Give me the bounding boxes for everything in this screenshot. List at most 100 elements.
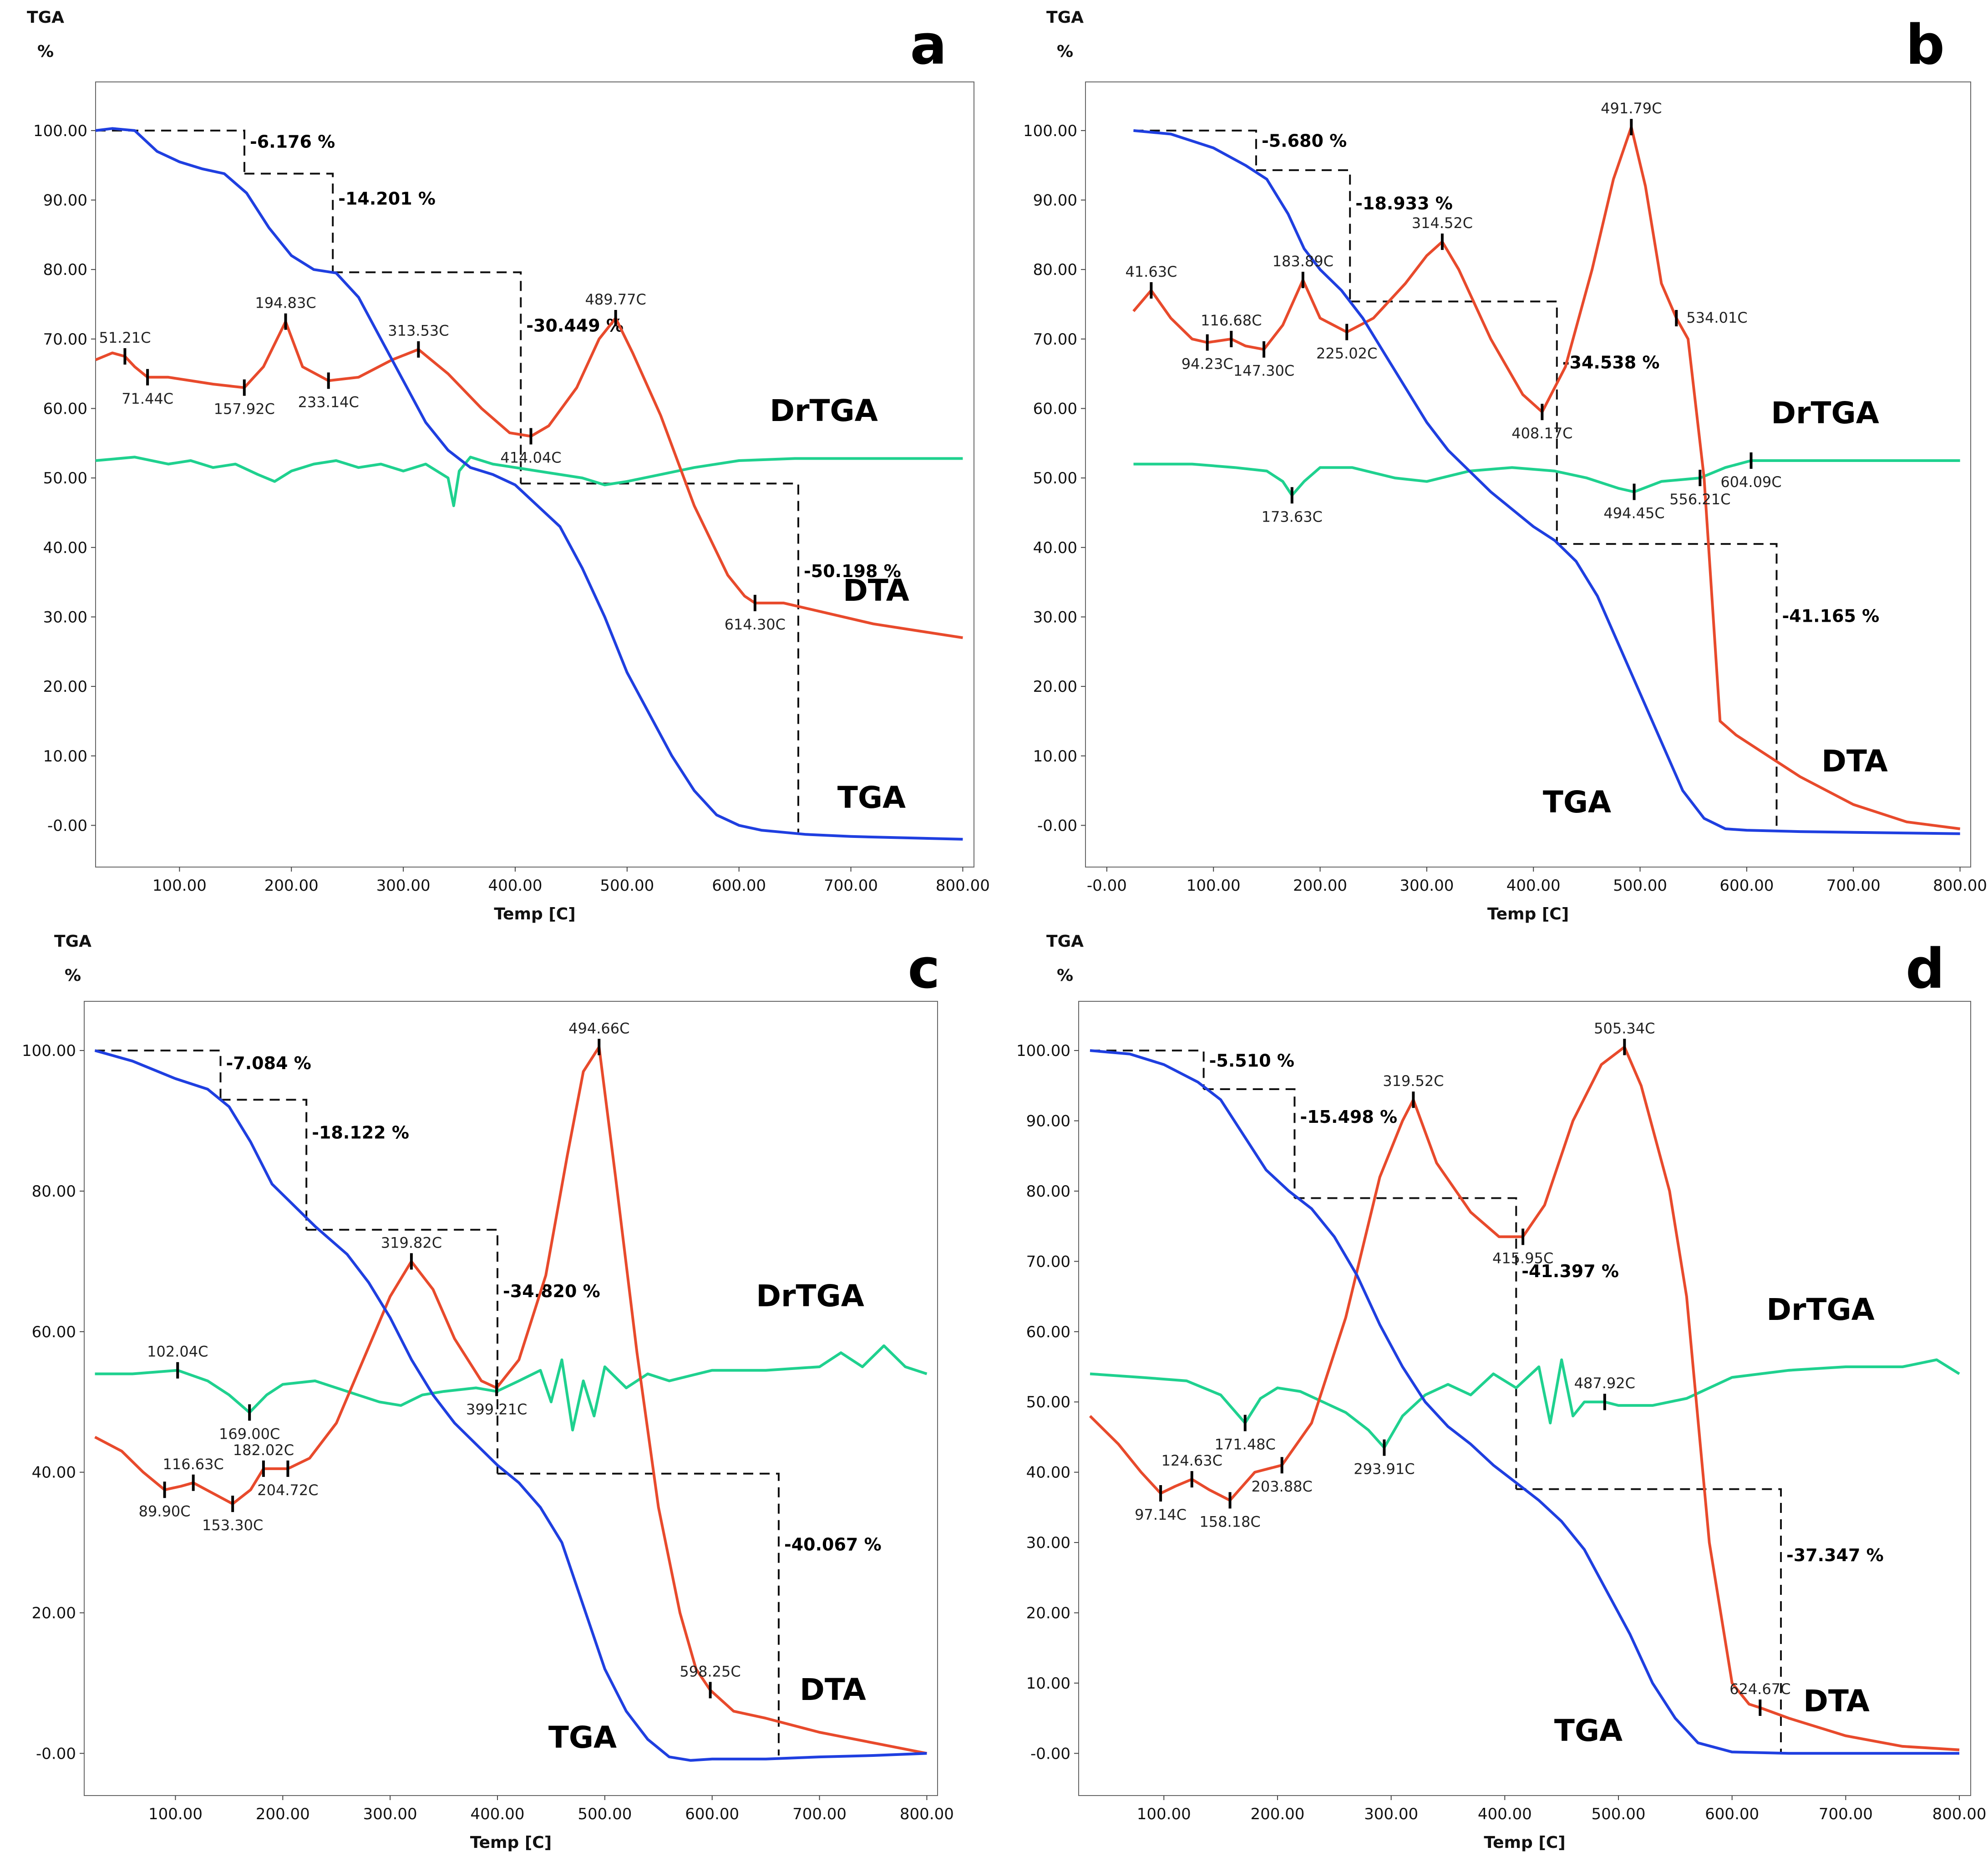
- peak-label: 194.83C: [255, 294, 316, 312]
- x-axis-title: Temp [C]: [1487, 905, 1569, 923]
- y-tick-label: -0.00: [47, 817, 87, 835]
- mass-loss-step: [244, 173, 334, 273]
- y-axis-unit: %: [37, 42, 54, 61]
- y-tick-label: 100.00: [1023, 122, 1077, 140]
- y-tick-label: 60.00: [1026, 1323, 1070, 1341]
- peak-label: 494.66C: [568, 1020, 629, 1037]
- x-tick-label: 200.00: [256, 1805, 310, 1823]
- panel-d: 100.00 90.00 80.00 70.00 60.00 50.00 40.00 30.0…: [1016, 932, 1986, 1852]
- mass-loss-step: [1203, 1088, 1296, 1198]
- y-axis-title: TGA: [27, 8, 64, 27]
- y-tick-label: 80.00: [1026, 1182, 1070, 1201]
- y-tick-label: 70.00: [1026, 1253, 1070, 1271]
- mass-loss-step: [96, 129, 245, 174]
- panel-b: 100.00 90.00 80.00 70.00 60.00 50.00 40.00 30.0…: [1023, 8, 1987, 923]
- y-tick-label: 80.00: [43, 261, 87, 279]
- peak-label: 415.95C: [1492, 1249, 1553, 1267]
- mass-loss-step: [1256, 169, 1351, 302]
- peak-label: 487.92C: [1574, 1375, 1635, 1392]
- mass-loss-step: [333, 271, 522, 484]
- dta-label: DTA: [800, 1672, 866, 1707]
- x-tick-label: 100.00: [1187, 877, 1241, 895]
- drtga-curve: [1090, 1358, 1960, 1449]
- mass-loss-step: [497, 1472, 780, 1755]
- y-tick-label: 80.00: [32, 1182, 76, 1201]
- x-tick-label: 100.00: [152, 877, 207, 895]
- x-axis-title: Temp [C]: [470, 1833, 552, 1852]
- peak-label: 169.00C: [219, 1425, 280, 1442]
- peak-label: 158.18C: [1199, 1513, 1260, 1530]
- peak-label: 157.92C: [214, 401, 275, 418]
- mass-loss-label: -5.510 %: [1209, 1050, 1294, 1071]
- drtga-label: DrTGA: [1766, 1292, 1875, 1327]
- peak-label: 313.53C: [388, 322, 449, 340]
- peak-label: 94.23C: [1182, 355, 1233, 372]
- peak-label: 399.21C: [466, 1400, 527, 1418]
- peak-label: 491.79C: [1601, 100, 1662, 117]
- x-tick-label: 500.00: [578, 1805, 632, 1823]
- peak-label: 314.52C: [1412, 214, 1473, 232]
- x-tick-label: 600.00: [712, 877, 766, 895]
- mass-loss-label: -6.176 %: [250, 132, 335, 152]
- peak-label: 97.14C: [1135, 1506, 1187, 1523]
- tga-curve: [1133, 129, 1960, 835]
- y-tick-label: 10.00: [1033, 747, 1077, 766]
- drtga-curve: [95, 1344, 928, 1431]
- peak-label: 319.52C: [1383, 1072, 1444, 1090]
- mass-loss-label: -18.933 %: [1355, 193, 1453, 213]
- peak-label: 319.82C: [381, 1234, 442, 1251]
- peak-label: 89.90C: [139, 1502, 191, 1520]
- peak-label: 624.67C: [1729, 1680, 1790, 1698]
- mass-loss-step: [1557, 543, 1778, 831]
- tga-label: TGA: [1554, 1713, 1623, 1748]
- y-tick-label: 60.00: [32, 1323, 76, 1341]
- x-tick-label: 300.00: [363, 1805, 417, 1823]
- y-tick-label: 20.00: [1026, 1604, 1070, 1622]
- mass-loss-label: -5.680 %: [1262, 131, 1347, 151]
- panel-a: 100.00 90.00 80.00 70.00 60.00 50.00 40.00 30.0…: [27, 8, 990, 923]
- peak-label: 41.63C: [1125, 263, 1177, 280]
- y-tick-label: 40.00: [43, 539, 87, 557]
- peak-label: 171.48C: [1215, 1436, 1276, 1453]
- y-axis-unit: %: [1057, 42, 1073, 61]
- y-tick-label: 50.00: [43, 469, 87, 487]
- x-tick-label: 800.00: [1932, 1805, 1987, 1823]
- mass-loss-step: [1294, 1197, 1517, 1489]
- y-tick-label: 90.00: [1026, 1112, 1070, 1131]
- peak-label: 173.63C: [1262, 508, 1323, 525]
- x-tick-label: 300.00: [1364, 1805, 1418, 1823]
- tga-curve: [1090, 1049, 1959, 1755]
- mass-loss-label: -50.198 %: [804, 561, 901, 581]
- y-tick-label: 30.00: [43, 608, 87, 626]
- peak-label: 604.09C: [1720, 473, 1781, 491]
- peak-label: 147.30C: [1233, 362, 1294, 380]
- peak-label: 116.68C: [1201, 312, 1262, 329]
- mass-loss-step: [521, 482, 799, 832]
- y-tick-label: 100.00: [33, 122, 87, 140]
- y-axis-unit: %: [1057, 966, 1073, 985]
- panel-c: 100.00 80.00 60.00 40.00 20.00 -0.00 100.00 200…: [22, 932, 954, 1852]
- y-tick-label: -0.00: [1037, 817, 1077, 835]
- mass-loss-label: -30.449 %: [526, 315, 624, 335]
- y-tick-label: 40.00: [1026, 1464, 1070, 1482]
- mass-loss-label: -40.067 %: [784, 1535, 882, 1555]
- drtga-label: DrTGA: [1771, 396, 1879, 431]
- drtga-curve: [95, 456, 963, 507]
- mass-loss-label: -34.820 %: [503, 1281, 600, 1301]
- x-tick-label: 500.00: [1592, 1805, 1646, 1823]
- y-tick-label: 20.00: [1033, 678, 1077, 696]
- x-tick-label: 600.00: [1719, 877, 1774, 895]
- x-tick-label: 400.00: [488, 877, 542, 895]
- y-tick-label: 40.00: [1033, 539, 1077, 557]
- drtga-label: DrTGA: [770, 393, 878, 428]
- x-tick-label: 400.00: [1478, 1805, 1532, 1823]
- x-axis-title: Temp [C]: [1484, 1833, 1565, 1852]
- mass-loss-label: -37.347 %: [1786, 1545, 1884, 1565]
- mass-loss-step: [95, 1050, 222, 1100]
- dta-curve: [1132, 126, 1960, 830]
- tga-label: TGA: [548, 1720, 617, 1755]
- y-tick-label: 10.00: [1026, 1674, 1070, 1693]
- x-tick-label: 800.00: [1933, 877, 1987, 895]
- mass-loss-label: -7.084 %: [226, 1053, 311, 1073]
- dta-label: DTA: [1803, 1684, 1870, 1719]
